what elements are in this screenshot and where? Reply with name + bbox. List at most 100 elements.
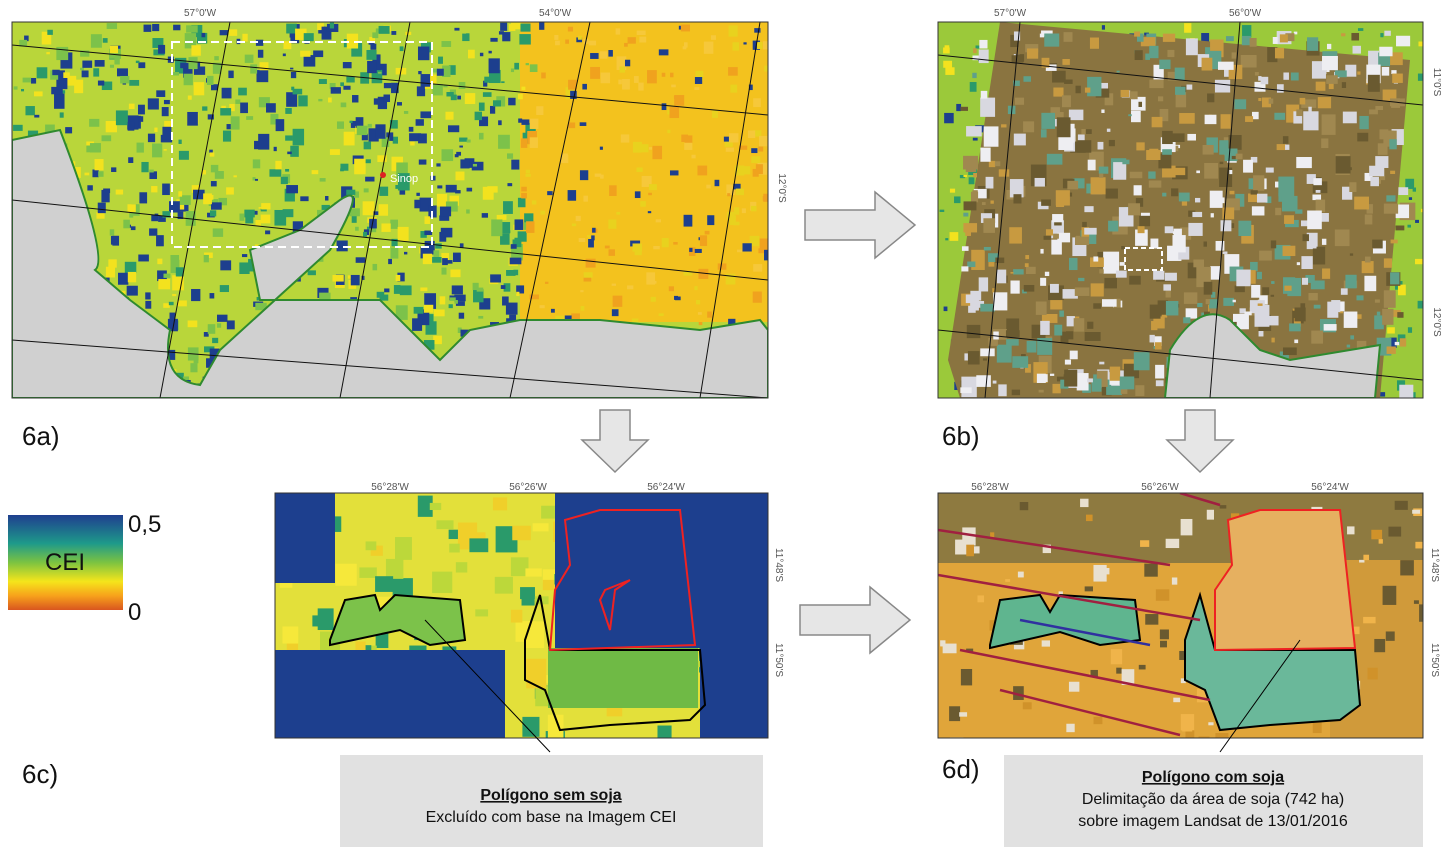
texture <box>1307 37 1318 51</box>
texture <box>1362 261 1374 273</box>
texture <box>1102 299 1117 307</box>
texture <box>1195 198 1200 202</box>
texture <box>1232 52 1237 58</box>
coord-label: 56°28'W <box>971 482 1009 493</box>
texture <box>1271 338 1274 343</box>
texture <box>424 305 433 313</box>
texture <box>1234 99 1246 109</box>
texture <box>1258 76 1261 81</box>
texture <box>1384 290 1396 308</box>
texture <box>374 98 385 104</box>
texture <box>437 69 444 76</box>
texture <box>281 177 288 184</box>
texture <box>460 159 469 168</box>
texture <box>1163 34 1175 42</box>
texture <box>641 144 648 152</box>
texture <box>1155 342 1162 349</box>
texture <box>420 287 427 291</box>
texture <box>1069 110 1084 121</box>
texture <box>1149 46 1158 58</box>
texture <box>1099 269 1103 273</box>
texture <box>530 119 539 129</box>
texture <box>1409 197 1412 200</box>
texture <box>190 363 197 372</box>
texture <box>1211 213 1214 217</box>
texture <box>1087 378 1093 382</box>
texture <box>1331 300 1340 312</box>
texture <box>511 244 517 249</box>
texture <box>1052 214 1063 222</box>
texture <box>1087 322 1093 329</box>
texture <box>419 159 427 164</box>
texture <box>437 185 442 188</box>
texture <box>1296 109 1302 116</box>
texture <box>1116 271 1127 278</box>
texture <box>1209 299 1218 308</box>
texture <box>1077 140 1091 153</box>
texture <box>1024 285 1035 292</box>
texture <box>239 262 249 274</box>
texture <box>65 127 72 133</box>
texture <box>1375 299 1380 302</box>
texture <box>452 285 463 294</box>
texture <box>518 94 523 100</box>
texture <box>1172 577 1177 584</box>
coord-label: 56°28'W <box>371 482 409 493</box>
texture <box>340 164 348 171</box>
texture <box>540 211 545 215</box>
texture <box>515 219 524 230</box>
texture <box>568 27 573 32</box>
texture <box>562 153 567 159</box>
texture <box>1041 129 1047 137</box>
texture <box>1386 195 1395 201</box>
texture <box>1064 32 1073 42</box>
texture <box>188 321 198 328</box>
texture <box>148 134 155 143</box>
texture <box>1322 239 1326 245</box>
texture <box>1350 335 1354 339</box>
texture <box>526 170 530 174</box>
texture <box>1216 241 1225 251</box>
texture <box>1156 380 1164 386</box>
texture <box>612 284 616 286</box>
texture <box>1076 86 1081 94</box>
texture <box>590 67 600 79</box>
texture <box>767 74 774 84</box>
texture <box>757 42 763 49</box>
texture <box>229 29 237 36</box>
texture <box>1253 175 1264 190</box>
texture <box>1314 305 1321 309</box>
texture <box>152 144 162 158</box>
texture <box>217 315 227 322</box>
texture <box>456 152 461 156</box>
texture <box>1184 23 1191 33</box>
texture <box>600 147 603 150</box>
texture <box>211 202 222 209</box>
texture <box>758 147 763 152</box>
texture <box>456 172 465 181</box>
texture <box>164 149 167 151</box>
texture <box>1395 225 1404 230</box>
texture <box>999 169 1009 176</box>
texture <box>1301 220 1308 226</box>
texture <box>410 142 415 146</box>
coord-label: 11°48'S <box>1429 548 1440 582</box>
texture <box>367 61 377 73</box>
texture <box>261 203 270 209</box>
texture <box>93 68 99 76</box>
texture <box>1363 555 1369 560</box>
texture <box>536 106 543 115</box>
texture <box>647 70 657 83</box>
texture <box>1098 142 1104 150</box>
texture <box>1108 221 1118 232</box>
texture <box>662 73 666 77</box>
texture <box>943 61 952 68</box>
texture <box>1311 331 1323 344</box>
texture <box>1066 331 1073 339</box>
texture <box>1149 180 1162 187</box>
texture <box>318 99 322 101</box>
texture <box>756 164 763 174</box>
texture <box>601 73 610 84</box>
texture <box>968 351 980 364</box>
texture <box>1102 25 1105 29</box>
